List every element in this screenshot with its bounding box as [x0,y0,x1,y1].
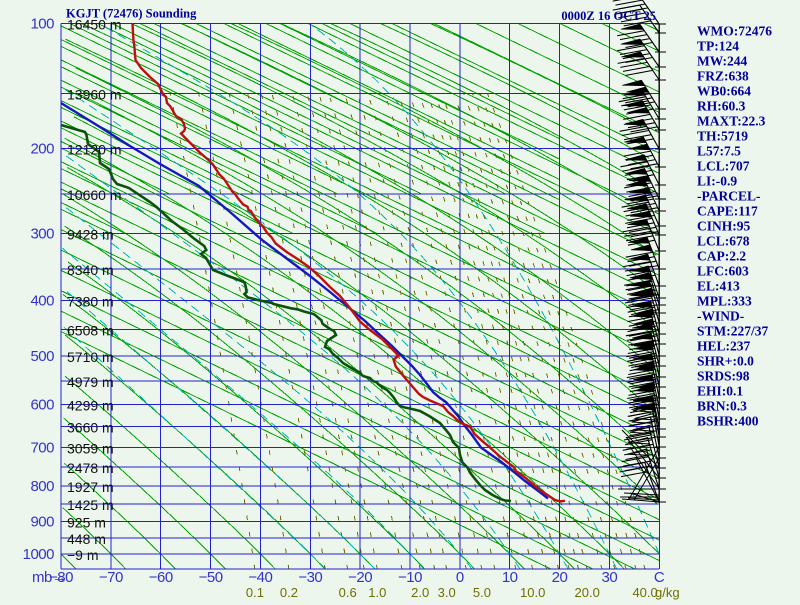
svg-text:MPL:333: MPL:333 [697,294,752,309]
svg-text:16450 m: 16450 m [67,17,121,33]
svg-text:200: 200 [30,140,54,157]
svg-text:3660 m: 3660 m [67,420,114,436]
svg-text:RH:60.3: RH:60.3 [697,99,746,114]
svg-text:5710 m: 5710 m [67,349,114,365]
svg-text:C: C [654,569,665,586]
svg-text:mb→: mb→ [32,569,66,586]
svg-text:KGJT (72476) Sounding: KGJT (72476) Sounding [66,7,197,21]
svg-text:LCL:678: LCL:678 [697,234,750,249]
svg-text:10.0: 10.0 [520,585,545,600]
svg-text:4979 m: 4979 m [67,374,114,390]
svg-text:−30: −30 [298,569,322,586]
svg-text:1927 m: 1927 m [67,479,114,495]
svg-text:40.0: 40.0 [632,585,657,600]
svg-text:0: 0 [456,569,464,586]
svg-text:0.6: 0.6 [339,585,357,600]
svg-text:800: 800 [30,478,54,495]
svg-text:L57:7.5: L57:7.5 [697,144,741,159]
svg-text:−80: −80 [49,569,73,586]
svg-text:7380 m: 7380 m [67,294,114,310]
svg-text:EHI:0.1: EHI:0.1 [697,384,743,399]
svg-text:700: 700 [30,439,54,456]
svg-text:5.0: 5.0 [473,585,491,600]
svg-text:STM:227/37: STM:227/37 [697,324,769,339]
svg-text:100: 100 [30,16,54,33]
svg-text:1.0: 1.0 [368,585,386,600]
svg-text:-WIND-: -WIND- [697,309,744,324]
svg-text:925 m: 925 m [67,514,106,530]
svg-text:−40: −40 [248,569,272,586]
svg-text:−50: −50 [199,569,223,586]
svg-text:0.2: 0.2 [280,585,298,600]
svg-text:900: 900 [30,513,54,530]
svg-text:−9 m: −9 m [67,547,99,563]
svg-text:400: 400 [30,293,54,310]
svg-text:20.0: 20.0 [575,585,600,600]
svg-text:−20: −20 [348,569,372,586]
svg-text:1000: 1000 [23,546,55,563]
svg-text:SRDS:98: SRDS:98 [697,369,750,384]
svg-text:9428 m: 9428 m [67,227,114,243]
svg-text:WB0:664: WB0:664 [697,84,751,99]
svg-text:4299 m: 4299 m [67,398,114,414]
svg-text:-PARCEL-: -PARCEL- [697,189,761,204]
svg-text:2478 m: 2478 m [67,460,114,476]
svg-text:6508 m: 6508 m [67,322,114,338]
svg-text:g/kg: g/kg [655,585,680,600]
svg-text:LI:-0.9: LI:-0.9 [697,174,737,189]
svg-text:448 m: 448 m [67,531,106,547]
svg-text:3059 m: 3059 m [67,440,114,456]
svg-text:500: 500 [30,348,54,365]
svg-text:2.0: 2.0 [411,585,429,600]
svg-text:1425 m: 1425 m [67,497,114,513]
svg-text:BSHR:400: BSHR:400 [697,414,759,429]
svg-text:SHR+:0.0: SHR+:0.0 [697,354,754,369]
svg-text:MAXT:22.3: MAXT:22.3 [697,114,766,129]
svg-text:13960 m: 13960 m [67,87,121,103]
svg-text:LFC:603: LFC:603 [697,264,749,279]
svg-text:BRN:0.3: BRN:0.3 [697,399,747,414]
svg-text:20: 20 [552,569,568,586]
svg-text:MW:244: MW:244 [697,54,747,69]
svg-text:CAPE:117: CAPE:117 [697,204,758,219]
svg-text:CINH:95: CINH:95 [697,219,750,234]
svg-text:TH:5719: TH:5719 [697,129,748,144]
svg-text:LCL:707: LCL:707 [697,159,750,174]
svg-text:3.0: 3.0 [438,585,456,600]
svg-text:TP:124: TP:124 [697,39,739,54]
svg-text:10660 m: 10660 m [67,187,121,203]
svg-text:−60: −60 [149,569,173,586]
svg-text:30: 30 [602,569,618,586]
svg-text:300: 300 [30,226,54,243]
svg-text:FRZ:638: FRZ:638 [697,69,749,84]
svg-text:EL:413: EL:413 [697,279,740,294]
svg-text:CAP:2.2: CAP:2.2 [697,249,746,264]
svg-text:0000Z 16 OCT 25: 0000Z 16 OCT 25 [561,9,656,23]
svg-text:10: 10 [502,569,518,586]
svg-text:0.1: 0.1 [246,585,264,600]
svg-text:12120 m: 12120 m [67,141,121,157]
svg-text:WMO:72476: WMO:72476 [697,24,772,39]
svg-text:600: 600 [30,397,54,414]
svg-text:8340 m: 8340 m [67,262,114,278]
svg-text:−70: −70 [99,569,123,586]
svg-text:HEL:237: HEL:237 [697,339,751,354]
svg-text:−10: −10 [398,569,422,586]
